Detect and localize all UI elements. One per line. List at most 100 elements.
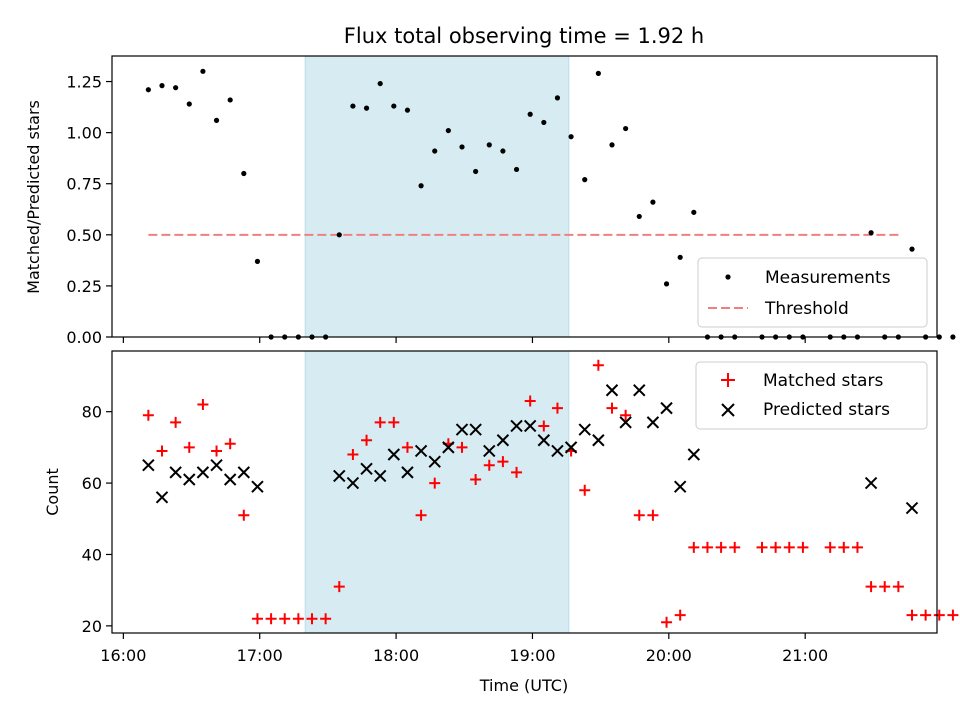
bottom-x-tick-label: 19:00 [509,646,555,665]
measurement-point [663,281,670,287]
matched-star-point [183,441,195,453]
bottom-x-tick-label: 16:00 [100,646,146,665]
matched-star-point [879,581,891,593]
predicted-star-point [251,480,264,493]
bottom-y-axis-label: Count [43,468,62,516]
matched-star-point [374,416,386,428]
matched-star-point [224,438,236,450]
measurement-point [418,183,424,189]
matched-star-point [851,541,863,553]
measurement-point [554,95,561,101]
matched-star-point [947,609,959,621]
matched-star-point [483,459,495,471]
matched-star-point [783,541,795,553]
matched-star-point [265,613,277,625]
matched-star-point [361,434,373,446]
matched-star-point [251,613,263,625]
measurement-point [950,334,956,340]
bottom-legend: Matched stars Predicted stars [695,361,928,430]
measurement-point [336,232,342,238]
x-axis-label: Time (UTC) [479,676,568,695]
predicted-star-point [387,448,401,461]
predicted-star-point [592,434,605,447]
predicted-star-point [155,491,169,504]
matched-star-point [606,402,618,414]
measurement-point [527,111,533,117]
measurement-point [391,103,397,109]
predicted-star-point [360,462,373,476]
matched-star-point [156,445,168,457]
predicted-star-point [660,401,673,415]
matched-star-point [756,541,768,553]
matched-star-point [497,456,509,468]
predicted-star-point [442,441,455,454]
matched-star-point [170,416,182,428]
measurement-point [254,258,261,264]
measurement-point [213,117,220,123]
matched-star-point [551,402,563,414]
predicted-star-point [373,469,387,483]
matched-star-point [429,477,441,489]
matched-star-point [238,509,250,521]
matched-star-point [347,449,359,461]
matched-star-point [511,466,523,478]
top-legend-box [697,257,928,328]
matched-star-point [838,541,850,553]
predicted-star-point [142,459,155,472]
legend-predicted-label: Predicted stars [763,400,890,420]
measurement-point [173,85,179,91]
predicted-star-point [223,473,237,486]
matched-star-point [142,409,154,421]
bottom-y-tick-label: 60 [82,474,102,493]
measurement-point [350,103,356,109]
matched-star-point [824,541,836,553]
matched-star-point [524,395,536,407]
predicted-star-point [469,423,482,436]
bottom-x-tick-label: 17:00 [237,646,283,665]
predicted-star-point [210,459,223,472]
matched-star-point [661,616,673,628]
top-x-ticks [122,337,806,343]
matched-star-point [306,613,318,625]
predicted-star-point [564,441,578,454]
matched-star-point [647,509,659,521]
measurement-point [486,142,492,148]
top-y-tick-label: 0.50 [66,226,102,245]
predicted-star-point [864,476,878,490]
predicted-star-point [523,419,537,433]
predicted-star-point [237,466,251,479]
matched-star-point [892,581,904,593]
measurement-point [868,230,874,236]
matched-star-point [906,609,918,621]
measurement-point [404,107,411,113]
observing-interval-shade-bottom [304,350,570,634]
measurement-point [227,97,233,103]
legend-measurement-marker [725,274,731,280]
predicted-star-point [551,444,564,458]
predicted-star-point [169,466,182,479]
predicted-star-point [455,423,469,436]
matched-star-point [592,359,604,371]
measurement-point [636,213,642,220]
measurement-point [595,70,601,76]
measurement-point [500,148,506,154]
top-y-tick-label: 0.00 [66,328,102,347]
matched-star-point [415,509,427,521]
top-y-axis: 0.00 0.25 0.50 0.75 1.00 1.25 [66,73,112,347]
top-y-tick-label: 1.25 [66,73,102,92]
matched-star-point [388,416,400,428]
measurement-point [432,148,438,154]
matched-star-point [729,541,741,553]
matched-star-point [688,541,700,553]
legend-threshold-label: Threshold [764,299,849,319]
predicted-star-point [646,416,660,429]
legend-matched-marker [721,373,735,387]
predicted-star-point [687,448,701,461]
predicted-star-point [183,473,196,486]
matched-star-point [470,474,482,486]
matched-star-point [933,609,945,621]
predicted-star-point [428,455,441,468]
measurement-point [582,177,588,183]
predicted-star-point [333,469,346,483]
predicted-star-point [401,466,414,479]
